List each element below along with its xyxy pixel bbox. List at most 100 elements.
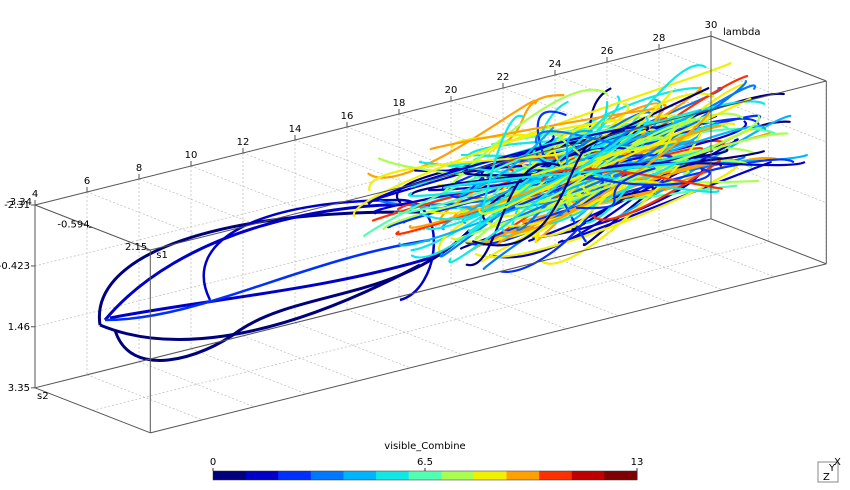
- s2-tick-label: 1.46: [8, 322, 30, 333]
- s2-tick-label: -2.31: [4, 200, 30, 211]
- box-edge: [710, 35, 827, 82]
- colorbar-tick-label: 6.5: [417, 457, 433, 468]
- grid-line: [242, 335, 359, 382]
- streamline: [398, 125, 767, 247]
- lambda-tick-label: 12: [237, 137, 250, 148]
- streamline: [576, 167, 656, 210]
- colorbar-segment: [408, 471, 442, 480]
- streamline: [202, 198, 435, 302]
- streamline: [448, 133, 633, 264]
- streamline: [528, 138, 739, 242]
- axis-title: s2: [37, 391, 49, 402]
- streamline: [497, 161, 716, 246]
- lambda-tick-label: 18: [393, 98, 406, 109]
- streamline: [580, 161, 806, 175]
- streamline: [97, 210, 421, 326]
- s1-tick-label: -0.594: [57, 220, 89, 231]
- streamline: [478, 149, 624, 215]
- colorbar-segment: [343, 471, 377, 480]
- grid-line: [294, 322, 411, 369]
- grid-line: [294, 139, 411, 186]
- axes: 4 6 8 10 12 14 16 18 20 22 24 26 28 30 lambda -3.34 -0.5…: [0, 20, 827, 434]
- streamline: [352, 62, 732, 218]
- streamline: [459, 126, 555, 197]
- colorbar-segment: [245, 471, 279, 480]
- grid-line: [606, 61, 723, 108]
- streamline: [363, 127, 633, 237]
- grid-line: [346, 126, 463, 173]
- streamline: [429, 107, 662, 151]
- streamline: [443, 157, 701, 189]
- streamline: [109, 253, 441, 320]
- grid-line: [554, 74, 671, 121]
- colorbar-title: visible_Combine: [384, 441, 465, 452]
- streamline: [486, 114, 681, 159]
- colorbar-segment: [473, 471, 508, 480]
- box-edge: [150, 80, 827, 251]
- lambda-tick-label: 10: [185, 150, 198, 161]
- grid-line: [502, 270, 619, 317]
- streamlines: [97, 62, 808, 362]
- streamline: [541, 168, 723, 190]
- streamline: [528, 129, 593, 181]
- lambda-tick-label: 8: [136, 163, 142, 174]
- grid-line: [242, 152, 359, 199]
- colorbar-tick-label: 0: [210, 457, 216, 468]
- box-edge: [710, 218, 827, 265]
- streamline: [474, 163, 739, 259]
- colorbar-segment: [604, 471, 638, 480]
- lambda-tick-label: 4: [32, 189, 38, 200]
- streamline: [472, 144, 589, 247]
- grid-line: [658, 231, 775, 278]
- box-edge: [150, 263, 827, 434]
- lambda-tick-label: 22: [497, 72, 510, 83]
- streamline: [410, 113, 609, 259]
- streamline: [368, 152, 566, 192]
- streamline: [113, 228, 472, 362]
- streamline: [103, 203, 431, 321]
- grid-line: [658, 48, 775, 95]
- streamline: [465, 162, 561, 266]
- grid-line: [86, 191, 203, 238]
- grid-line: [138, 361, 255, 408]
- colorbar: 0 6.5 13 visible_Combine: [210, 441, 644, 481]
- grid-line: [398, 113, 515, 160]
- s1-tick-label: 2.15: [125, 242, 147, 253]
- orientation-triad: Z Y X: [817, 457, 841, 483]
- grid-line: [92, 240, 769, 411]
- colorbar-segment: [376, 471, 410, 480]
- s2-tick-label: -0.423: [0, 261, 30, 272]
- colorbar-tick-label: 13: [631, 457, 644, 468]
- colorbar-segment: [441, 471, 475, 480]
- streamline: [592, 159, 721, 221]
- grid-line: [450, 100, 567, 147]
- s1-tick-label: -3.34: [6, 197, 32, 208]
- lambda-tick-label: 20: [445, 85, 458, 96]
- colorbar-segment: [213, 471, 247, 480]
- triad-label: Z: [823, 472, 830, 483]
- grid-line: [190, 165, 307, 212]
- grid-line: [554, 257, 671, 304]
- lambda-tick-label: 24: [549, 59, 562, 70]
- streamline: [482, 80, 747, 270]
- axis-title: s1: [156, 250, 168, 261]
- lambda-tick-label: 26: [601, 46, 614, 57]
- lambda-tick-label: 30: [705, 20, 718, 31]
- streamline: [557, 161, 772, 244]
- lambda-tick-label: 6: [84, 176, 90, 187]
- lambda-tick-label: 16: [341, 111, 354, 122]
- grid-line: [138, 178, 255, 225]
- box-edge: [34, 387, 151, 434]
- colorbar-segment: [310, 471, 344, 480]
- lambda-tick-label: 14: [289, 124, 302, 135]
- triad-box: [817, 461, 839, 483]
- box-edge: [34, 218, 712, 389]
- streamline: [500, 168, 604, 273]
- streamline: [99, 263, 421, 341]
- box-edge: [34, 35, 712, 206]
- triad-label: Y: [828, 463, 836, 474]
- triad-label: X: [834, 457, 841, 468]
- streamline: [478, 114, 525, 226]
- streamline: [534, 89, 673, 244]
